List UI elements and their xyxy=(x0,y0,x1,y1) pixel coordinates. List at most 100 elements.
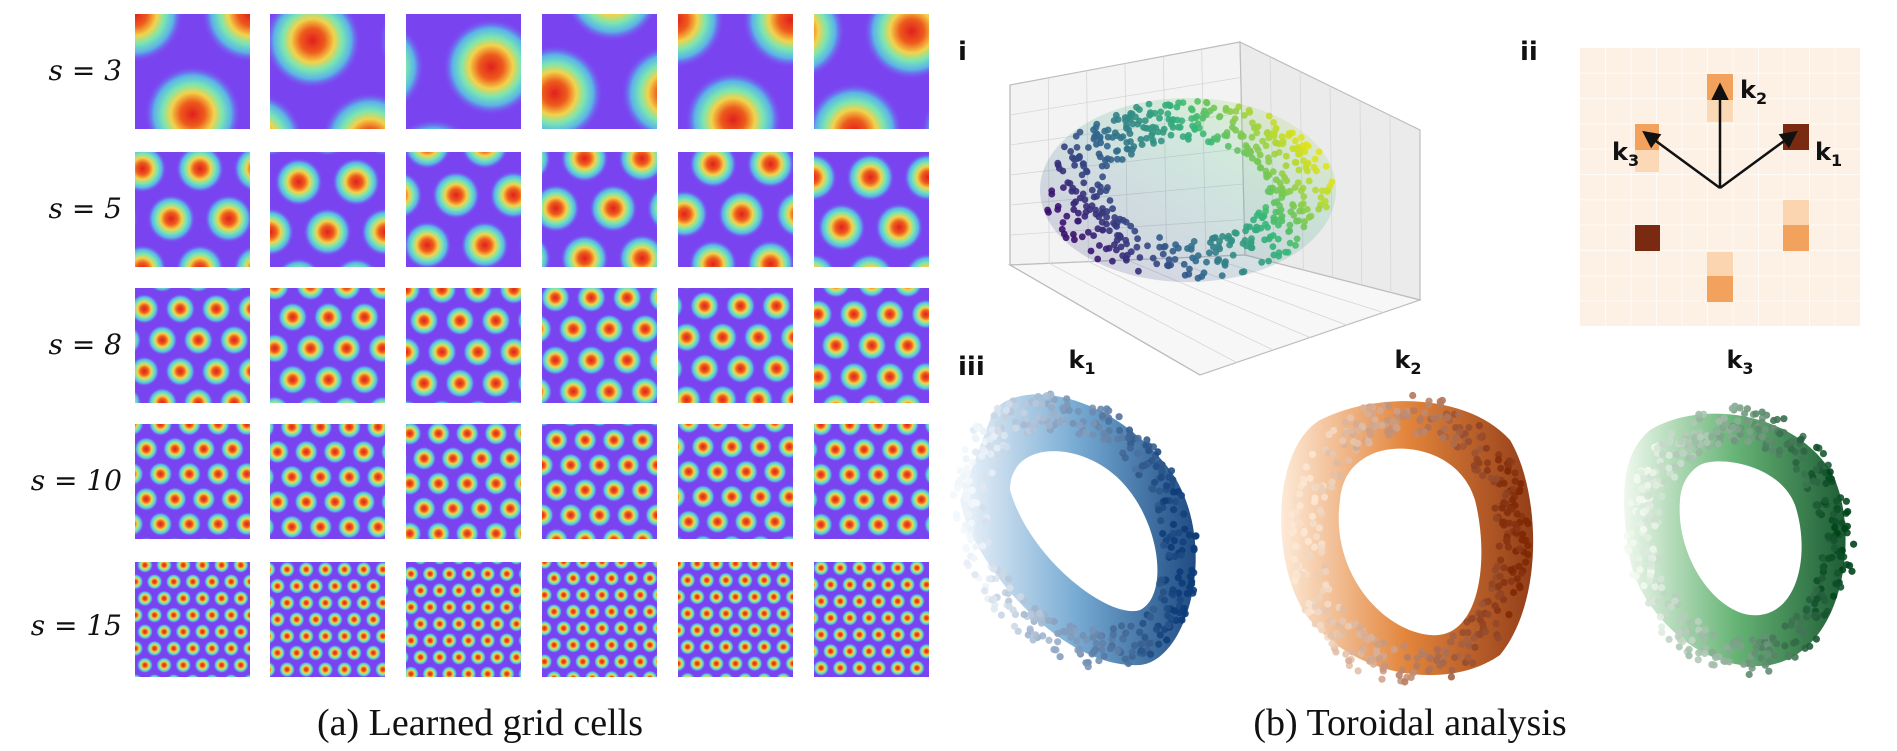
firing-field xyxy=(331,333,362,364)
firing-field xyxy=(406,650,410,664)
torus-point xyxy=(1516,584,1524,592)
firing-field xyxy=(147,540,163,556)
torus-point xyxy=(1089,419,1098,428)
scatter-point xyxy=(1241,112,1248,119)
torus-point xyxy=(1518,569,1526,577)
torus-point xyxy=(1177,551,1185,559)
firing-field xyxy=(213,562,230,574)
firing-field xyxy=(479,665,496,677)
firing-field xyxy=(148,673,162,677)
torus-point xyxy=(1651,583,1659,591)
firing-field xyxy=(366,424,385,439)
torus-point xyxy=(1710,661,1718,669)
scatter-point xyxy=(1180,260,1188,268)
torus-point xyxy=(1447,673,1455,681)
scatter-point xyxy=(1247,244,1255,252)
torus-point xyxy=(1176,568,1184,576)
firing-field xyxy=(313,302,344,333)
firing-field xyxy=(317,594,334,611)
firing-field xyxy=(822,643,839,660)
torus-point xyxy=(1134,434,1142,442)
firing-field xyxy=(498,446,521,471)
firing-field xyxy=(874,361,905,392)
firing-field xyxy=(542,377,553,403)
torus-point xyxy=(993,404,1002,412)
torus-point xyxy=(1646,572,1654,580)
firing-field xyxy=(326,578,344,595)
firing-field xyxy=(408,368,440,399)
scatter-point xyxy=(1203,258,1210,266)
torus-point xyxy=(1053,412,1061,420)
torus-point xyxy=(1156,487,1164,495)
torus-point xyxy=(1433,646,1441,654)
torus-point xyxy=(1345,657,1353,665)
torus-point xyxy=(1517,480,1525,488)
firing-field xyxy=(213,623,230,640)
scatter-point xyxy=(1168,117,1175,124)
firing-field xyxy=(462,336,493,368)
firing-field xyxy=(186,673,200,677)
scatter-point xyxy=(1062,234,1070,242)
firing-field xyxy=(555,620,572,637)
scatter-point xyxy=(1269,243,1277,251)
scatter-point xyxy=(1265,257,1272,265)
firing-field xyxy=(512,472,521,495)
torus-point xyxy=(1006,584,1014,592)
firing-field xyxy=(651,687,667,703)
firing-field xyxy=(470,582,487,599)
firing-field xyxy=(156,623,173,640)
scatter-point xyxy=(1098,218,1106,226)
torus-point xyxy=(1342,429,1350,437)
torus-point xyxy=(1493,563,1501,571)
firing-field xyxy=(232,657,249,674)
torus-point xyxy=(1522,558,1530,566)
firing-field xyxy=(219,387,250,403)
torus-point xyxy=(1311,498,1319,506)
torus-point xyxy=(1671,463,1679,471)
torus-point xyxy=(1633,473,1641,481)
torus-point xyxy=(1640,582,1648,590)
firing-field xyxy=(279,562,296,578)
firing-field xyxy=(903,153,929,202)
panel-tag-iii: iii xyxy=(958,352,985,382)
scatter-point xyxy=(1110,219,1117,227)
torus-point xyxy=(1125,434,1133,442)
firing-field xyxy=(135,356,160,387)
firing-field xyxy=(814,153,837,202)
firing-field xyxy=(632,562,649,570)
scatter-point xyxy=(1203,98,1210,106)
scatter-point xyxy=(1253,223,1260,231)
firing-field xyxy=(909,487,929,512)
firing-field xyxy=(848,253,893,267)
firing-field xyxy=(367,288,385,301)
firing-field xyxy=(480,368,511,399)
firing-field xyxy=(722,534,742,539)
torus-point xyxy=(1186,573,1194,581)
scatter-point xyxy=(1117,233,1124,241)
firing-field xyxy=(730,0,827,15)
scatter-point xyxy=(1135,267,1142,275)
firing-field xyxy=(765,622,782,639)
torus-point xyxy=(1450,440,1458,448)
torus-point xyxy=(1688,454,1696,462)
torus-point xyxy=(1122,629,1130,637)
torus-projections: k1 k2 k3 xyxy=(949,346,1858,686)
torus-point xyxy=(970,498,978,506)
torus-point xyxy=(1654,597,1662,605)
scatter-point xyxy=(1129,146,1136,153)
torus-point xyxy=(1758,418,1766,426)
scatter-point xyxy=(1265,154,1272,162)
firing-field xyxy=(593,653,611,670)
torus-point xyxy=(1384,416,1392,424)
scatter-point xyxy=(1156,243,1164,251)
torus-point xyxy=(1665,464,1673,472)
scatter-point xyxy=(1149,129,1156,137)
scatter-point xyxy=(1101,157,1109,164)
torus-point xyxy=(965,477,973,485)
firing-field xyxy=(542,288,571,313)
scatter-point xyxy=(1054,161,1062,169)
heatmap-cell-neg-k1 xyxy=(1635,225,1660,251)
firing-field xyxy=(762,509,787,534)
firing-field xyxy=(326,611,344,628)
torus-point xyxy=(1436,400,1445,408)
